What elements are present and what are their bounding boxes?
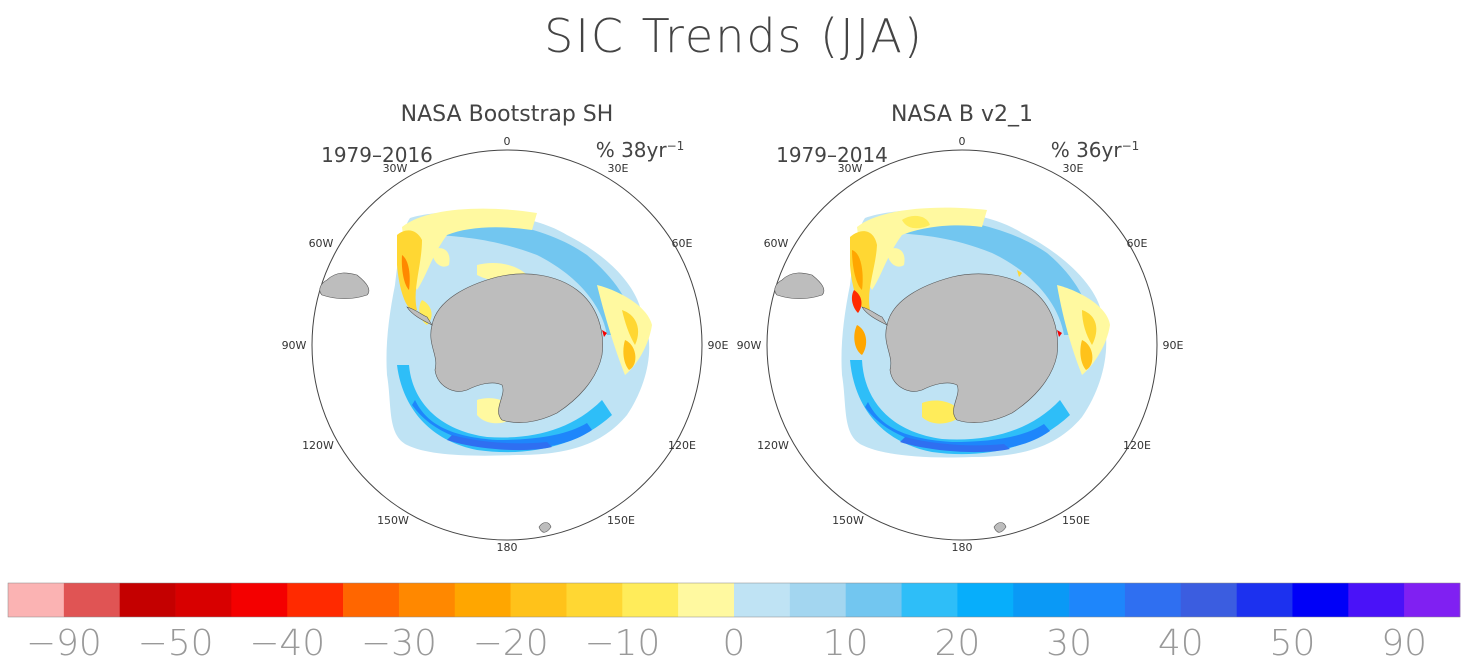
panel-nasa-b-v2-1: NASA B v2_1 1979–2014 % 36yr−1 <box>737 102 1184 554</box>
lon-label-150e: 150E <box>1062 514 1090 527</box>
colorbar-swatch <box>1180 583 1237 617</box>
colorbar-swatch <box>789 583 846 617</box>
colorbar-swatch <box>1013 583 1070 617</box>
lon-label-90e: 90E <box>708 339 729 352</box>
lon-label-90w: 90W <box>282 339 307 352</box>
colorbar-swatch <box>119 583 176 617</box>
colorbar-labels: −90 −50 −40 −30 −20 −10 0 10 20 30 40 50 90 <box>26 623 1427 664</box>
lon-label-90e: 90E <box>1163 339 1184 352</box>
colorbar-label: 40 <box>1158 623 1204 664</box>
colorbar-swatch <box>678 583 735 617</box>
colorbar-swatch <box>1404 583 1461 617</box>
colorbar-swatch <box>1292 583 1349 617</box>
colorbar-label: 10 <box>823 623 869 664</box>
lon-label-60w: 60W <box>764 237 789 250</box>
longitude-labels: 0 30E 60E 90E 120E 150E 180 150W 120W 90… <box>737 135 1184 554</box>
colorbar-label: 90 <box>1381 623 1427 664</box>
colorbar-swatch <box>8 583 65 617</box>
lon-label-60w: 60W <box>309 237 334 250</box>
lon-label-0: 0 <box>504 135 511 148</box>
colorbar-label: 30 <box>1046 623 1092 664</box>
south-america <box>319 272 370 300</box>
colorbar-swatch <box>901 583 958 617</box>
panel-period: 1979–2016 <box>321 143 433 167</box>
sea-ice-trend-field <box>841 207 1110 458</box>
lon-label-150w: 150W <box>832 514 864 527</box>
land <box>319 272 603 533</box>
lon-label-0: 0 <box>959 135 966 148</box>
antarctica <box>430 273 603 423</box>
colorbar-swatch <box>63 583 120 617</box>
colorbar-label: 0 <box>723 623 746 664</box>
colorbar-swatch <box>287 583 344 617</box>
panel-period: 1979–2014 <box>776 143 888 167</box>
colorbar-swatch <box>734 583 791 617</box>
panel-nasa-bootstrap: NASA Bootstrap SH 1979–2016 % 38yr−1 <box>282 102 729 554</box>
colorbar-label: 50 <box>1270 623 1316 664</box>
lon-label-150e: 150E <box>607 514 635 527</box>
lon-label-120w: 120W <box>302 439 334 452</box>
lon-label-60e: 60E <box>672 237 693 250</box>
lon-label-30w: 30W <box>838 162 863 175</box>
south-america <box>774 272 825 300</box>
lon-label-150w: 150W <box>377 514 409 527</box>
colorbar-swatch <box>1124 583 1182 617</box>
panel-title: NASA B v2_1 <box>891 102 1033 127</box>
antarctic-peninsula <box>861 306 888 326</box>
panel-units: % 38yr−1 <box>596 138 685 162</box>
colorbar-swatch <box>510 583 567 617</box>
colorbar-swatch <box>398 583 456 617</box>
colorbar-label: −90 <box>26 623 102 664</box>
lon-label-30e: 30E <box>1063 162 1084 175</box>
antarctica <box>885 273 1058 423</box>
colorbar-swatch <box>1069 583 1126 617</box>
colorbar-swatch <box>1236 583 1293 617</box>
colorbar-outline <box>7 582 1461 618</box>
new-zealand-fragment <box>538 522 552 533</box>
lon-label-30e: 30E <box>608 162 629 175</box>
figure-title: SIC Trends (JJA) <box>544 9 924 63</box>
colorbar-swatch <box>454 583 511 617</box>
colorbar-swatch <box>231 583 288 617</box>
antarctic-peninsula <box>406 306 433 326</box>
lon-label-180: 180 <box>952 541 973 554</box>
colorbar-swatch <box>566 583 623 617</box>
panel-units: % 36yr−1 <box>1051 138 1140 162</box>
colorbar-label: −30 <box>361 623 437 664</box>
colorbar-label: −10 <box>584 623 660 664</box>
lon-label-120w: 120W <box>757 439 789 452</box>
lon-label-180: 180 <box>497 541 518 554</box>
longitude-labels: 0 30E 60E 90E 120E 150E 180 150W 120W 90… <box>282 135 729 554</box>
colorbar-swatch <box>1348 583 1405 617</box>
colorbar-swatch <box>175 583 232 617</box>
colorbar-label: −20 <box>473 623 549 664</box>
colorbar-swatch <box>343 583 400 617</box>
colorbar-swatch <box>845 583 902 617</box>
colorbar-swatch <box>622 583 679 617</box>
colorbar-label: −40 <box>249 623 325 664</box>
land <box>774 272 1058 533</box>
lon-label-60e: 60E <box>1127 237 1148 250</box>
colorbar-swatch <box>957 583 1014 617</box>
panel-title: NASA Bootstrap SH <box>401 102 614 127</box>
colorbar-label: −50 <box>138 623 214 664</box>
lon-label-90w: 90W <box>737 339 762 352</box>
lon-label-120e: 120E <box>1123 439 1151 452</box>
lon-label-30w: 30W <box>383 162 408 175</box>
colorbar <box>7 582 1461 618</box>
colorbar-label: 20 <box>934 623 980 664</box>
new-zealand-fragment <box>993 522 1007 533</box>
lon-label-120e: 120E <box>668 439 696 452</box>
